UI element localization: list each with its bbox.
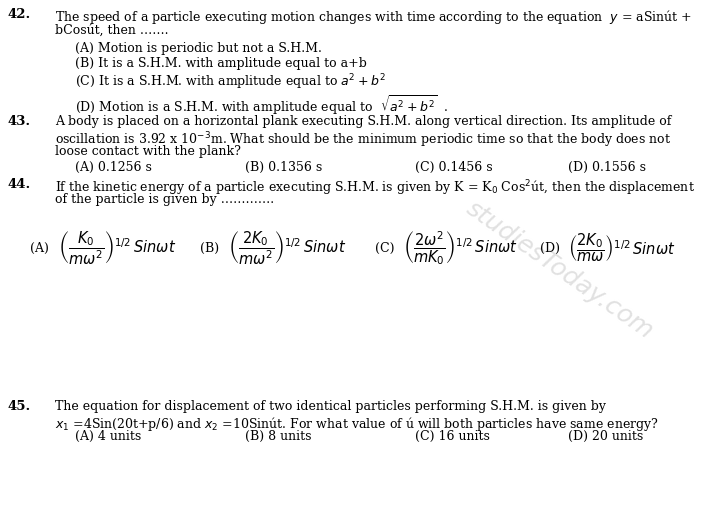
Text: bCosút, then …….: bCosút, then ……. bbox=[55, 24, 169, 37]
Text: $\left(\dfrac{K_0}{m\omega^2}\right)^{1/2}\, Sin\omega t$: $\left(\dfrac{K_0}{m\omega^2}\right)^{1/… bbox=[58, 229, 176, 267]
Text: (C) 0.1456 s: (C) 0.1456 s bbox=[415, 161, 493, 174]
Text: oscillation is 3.92 x 10$^{-3}$m. What should be the minimum periodic time so th: oscillation is 3.92 x 10$^{-3}$m. What s… bbox=[55, 130, 671, 149]
Text: 43.: 43. bbox=[8, 115, 31, 128]
Text: $x_1$ =4Sin(20t+p/6) and $x_2$ =10Sinút. For what value of ú will both particles: $x_1$ =4Sin(20t+p/6) and $x_2$ =10Sinút.… bbox=[55, 415, 659, 433]
Text: The speed of a particle executing motion changes with time according to the equa: The speed of a particle executing motion… bbox=[55, 8, 692, 26]
Text: loose contact with the plank?: loose contact with the plank? bbox=[55, 145, 241, 158]
Text: of the particle is given by ………….: of the particle is given by …………. bbox=[55, 193, 274, 206]
Text: The equation for displacement of two identical particles performing S.H.M. is gi: The equation for displacement of two ide… bbox=[55, 400, 606, 413]
Text: $\left(\dfrac{2K_0}{m\omega^2}\right)^{1/2}\, Sin\omega t$: $\left(\dfrac{2K_0}{m\omega^2}\right)^{1… bbox=[228, 229, 346, 267]
Text: (B) It is a S.H.M. with amplitude equal to a+b: (B) It is a S.H.M. with amplitude equal … bbox=[75, 57, 367, 70]
Text: (C) 16 units: (C) 16 units bbox=[415, 430, 490, 443]
Text: (A) 4 units: (A) 4 units bbox=[75, 430, 141, 443]
Text: $\left(\dfrac{2\omega^2}{mK_0}\right)^{1/2}\, Sin\omega t$: $\left(\dfrac{2\omega^2}{mK_0}\right)^{1… bbox=[403, 229, 518, 267]
Text: (B) 0.1356 s: (B) 0.1356 s bbox=[245, 161, 322, 174]
Text: studiesToday.com: studiesToday.com bbox=[462, 196, 658, 344]
Text: (D) 20 units: (D) 20 units bbox=[568, 430, 643, 443]
Text: 45.: 45. bbox=[8, 400, 31, 413]
Text: If the kinetic energy of a particle executing S.H.M. is given by K = K$_0$ Cos$^: If the kinetic energy of a particle exec… bbox=[55, 178, 695, 197]
Text: (A) Motion is periodic but not a S.H.M.: (A) Motion is periodic but not a S.H.M. bbox=[75, 42, 322, 55]
Text: 42.: 42. bbox=[8, 8, 31, 21]
Text: (C): (C) bbox=[375, 241, 395, 255]
Text: (C) It is a S.H.M. with amplitude equal to $a^2 + b^2$: (C) It is a S.H.M. with amplitude equal … bbox=[75, 72, 386, 91]
Text: $\left(\dfrac{2K_0}{m\omega}\right)^{1/2}\, Sin\omega t$: $\left(\dfrac{2K_0}{m\omega}\right)^{1/2… bbox=[568, 232, 675, 264]
Text: (D) Motion is a S.H.M. with amplitude equal to  $\sqrt{a^2+b^2}$  .: (D) Motion is a S.H.M. with amplitude eq… bbox=[75, 93, 448, 117]
Text: 44.: 44. bbox=[8, 178, 31, 191]
Text: (B) 8 units: (B) 8 units bbox=[245, 430, 311, 443]
Text: (A): (A) bbox=[30, 241, 49, 255]
Text: (D): (D) bbox=[540, 241, 560, 255]
Text: (A) 0.1256 s: (A) 0.1256 s bbox=[75, 161, 152, 174]
Text: (D) 0.1556 s: (D) 0.1556 s bbox=[568, 161, 646, 174]
Text: A body is placed on a horizontal plank executing S.H.M. along vertical direction: A body is placed on a horizontal plank e… bbox=[55, 115, 671, 128]
Text: (B): (B) bbox=[200, 241, 219, 255]
